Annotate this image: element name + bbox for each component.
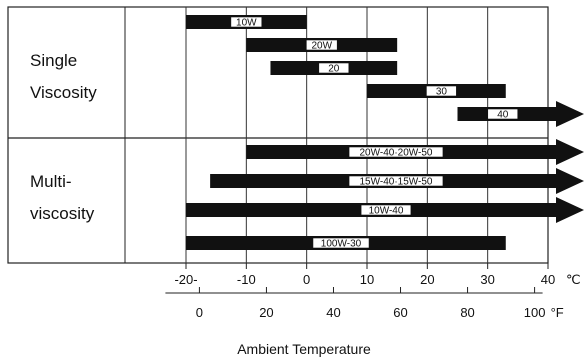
bar-label: 15W-40·15W-50 [360, 177, 433, 188]
bar-label-box [312, 237, 370, 249]
bar-label-box [348, 175, 444, 187]
bar-label-box [305, 39, 338, 51]
f-tick-label: 80 [460, 305, 474, 320]
c-tick-label: -20- [174, 272, 197, 287]
bar-label: 10W [236, 18, 257, 29]
bar-label: 30 [436, 87, 448, 98]
f-tick-label: 0 [196, 305, 203, 320]
group-label: Viscosity [30, 83, 97, 102]
c-tick-label: -10 [237, 272, 256, 287]
bar-label: 20W-40·20W-50 [360, 148, 433, 159]
bar-label-box [230, 16, 263, 28]
bar-single-1: 20W [246, 38, 398, 52]
f-tick-label: 20 [259, 305, 273, 320]
f-tick-label: 60 [393, 305, 407, 320]
group-label: Single [30, 51, 77, 70]
f-tick-label: 40 [326, 305, 340, 320]
c-tick-label: 20 [420, 272, 434, 287]
c-tick-label: 40 [541, 272, 555, 287]
celsius-axis: -20- -10 0 10 20 30 40 ℃ [174, 263, 581, 287]
bar-label-box [318, 62, 350, 74]
bar-label-box [487, 108, 519, 120]
bar-multi-0: 20W-40·20W-50 [246, 139, 585, 165]
bar-multi-1: 15W-40·15W-50 [210, 168, 584, 194]
group-label: viscosity [30, 204, 95, 223]
outer-border [7, 6, 549, 264]
x-axis-title: Ambient Temperature [237, 341, 371, 357]
chart-frame [7, 6, 549, 264]
fahrenheit-axis: 0 20 40 60 80 100 °F [165, 287, 564, 320]
bar-multi-2: 10W-40 [186, 197, 584, 223]
bar-label: 100W-30 [321, 239, 362, 250]
celsius-unit: ℃ [566, 272, 581, 287]
f-tick-label: 100 [524, 305, 546, 320]
bar-single-3: 30 [367, 84, 506, 98]
c-tick-label: 30 [480, 272, 494, 287]
bar-label-box [426, 85, 457, 97]
fahrenheit-unit: °F [551, 305, 564, 320]
group-label: Multi- [30, 172, 72, 191]
bar-label: 40 [497, 110, 509, 121]
c-tick-label: 0 [303, 272, 310, 287]
group-labels: Single Viscosity Multi-viscosity [30, 51, 97, 223]
bar-multi-3: 100W-30 [186, 236, 506, 250]
bar-single-0: 10W [186, 15, 307, 29]
bar-arrow [457, 101, 584, 127]
bar-label: 20 [328, 64, 340, 75]
bars-layer: 10W 20W 20 30 40 20W-40·20W-50 15W-40·15W-50 10… [186, 15, 585, 250]
bar-single-2: 20 [270, 61, 398, 75]
bar-label-box [348, 146, 444, 158]
bar-single-4: 40 [457, 101, 584, 127]
bar-label-box [360, 204, 412, 216]
bar-label: 10W-40 [369, 206, 404, 217]
bar-label: 20W [311, 41, 332, 52]
c-tick-label: 10 [360, 272, 374, 287]
